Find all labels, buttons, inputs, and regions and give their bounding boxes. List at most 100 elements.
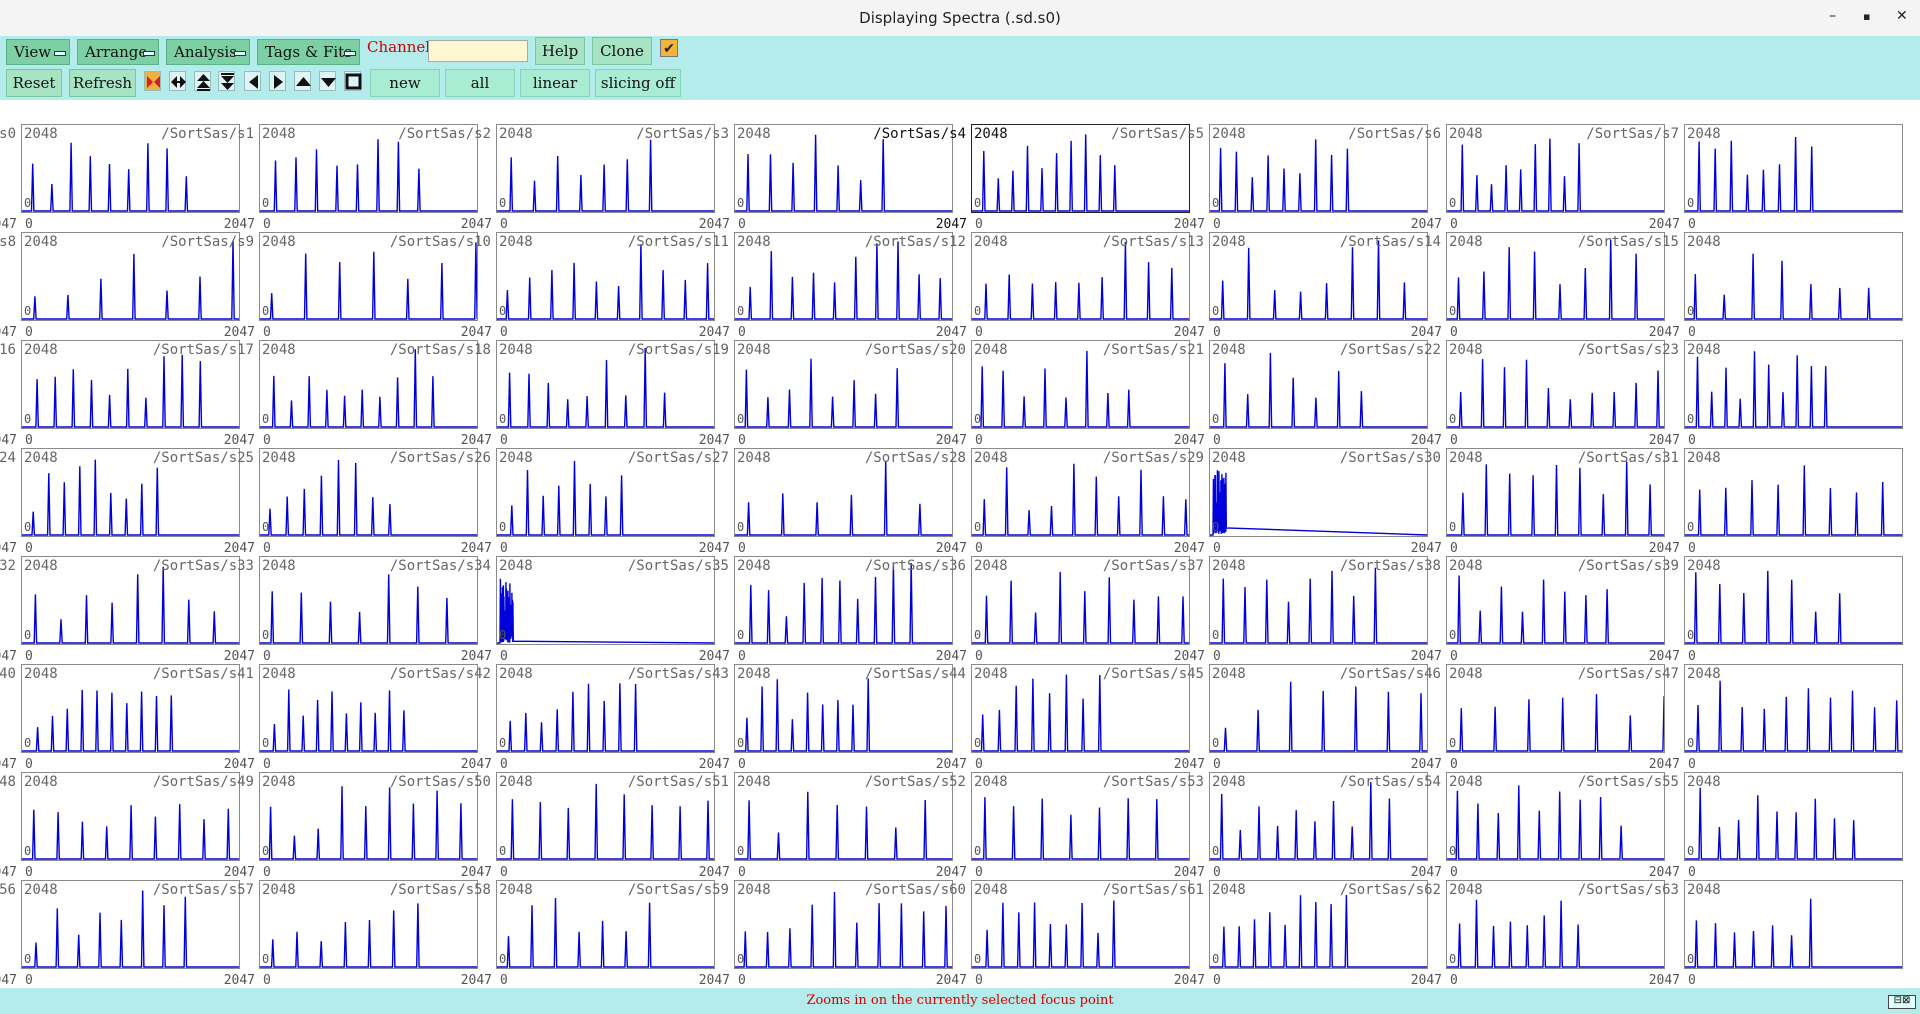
spectrum-counts: 2048 [499,774,533,790]
scroll-left-icon[interactable] [244,71,261,91]
spectrum-frame[interactable] [1684,124,1903,213]
spectrum-frame[interactable] [1209,340,1428,429]
spectrum-frame[interactable] [1209,124,1428,213]
spectrum-frame[interactable] [734,340,953,429]
spectrum-line [260,242,477,320]
spectrum-frame[interactable] [1209,664,1428,753]
spectrum-frame[interactable] [1446,556,1665,645]
scroll-up-icon[interactable] [294,71,311,91]
spectrum-counts: 2048 [1687,234,1721,250]
spectrum-frame[interactable] [21,124,240,213]
spectrum-frame[interactable] [1209,772,1428,861]
y-axis-min: 0 [737,844,745,858]
scroll-right-icon[interactable] [269,71,286,91]
spectrum-frame[interactable] [496,232,715,321]
refresh-button[interactable]: Refresh [69,69,136,97]
x-axis-min: 0 [263,433,271,448]
spectrum-frame[interactable] [1684,880,1903,969]
spectrum-frame[interactable] [1209,448,1428,537]
spectrum-counts: 2048 [499,234,533,250]
spectrum-frame[interactable] [21,340,240,429]
spectrum-frame[interactable] [1209,232,1428,321]
spectrum-frame[interactable] [734,556,953,645]
expand-vertical-up-icon[interactable] [194,71,211,91]
spectrum-counts: 2048 [1449,774,1483,790]
spectrum-frame[interactable] [259,664,478,753]
spectrum-trace [972,797,1189,860]
spectrum-name: /SortSas/s23 [1577,342,1679,358]
new-button[interactable]: new [370,69,440,97]
spectrum-frame[interactable] [971,232,1190,321]
spectrum-frame[interactable] [971,340,1190,429]
spectrum-frame[interactable] [21,664,240,753]
close-button[interactable]: ✕ [1896,8,1908,24]
spectrum-frame[interactable] [734,772,953,861]
spectrum-trace [1210,681,1427,752]
x-axis-max: 2047 [460,649,492,664]
minimize-button[interactable]: – [1829,8,1836,24]
spectrum-frame[interactable] [1684,448,1903,537]
maximize-button[interactable]: ▪ [1863,10,1871,23]
spectrum-frame[interactable] [21,448,240,537]
spectrum-frame[interactable] [971,664,1190,753]
expand-horizontal-icon[interactable] [169,71,186,91]
x-axis-max: 2047 [223,973,255,988]
x-axis-max: 2047 [460,541,492,556]
spectrum-frame[interactable] [21,556,240,645]
scroll-down-icon[interactable] [319,71,336,91]
y-axis-min: 0 [1212,736,1220,750]
spectrum-name: /SortSas/s57 [152,882,254,898]
spectrum-line [1210,352,1427,428]
spectrum-line [972,900,1189,968]
tags-fits-menu[interactable]: Tags & Fits [257,39,360,65]
spectrum-frame[interactable] [1446,772,1665,861]
arrange-menu[interactable]: Arrange [77,39,159,65]
x-axis-min: 0 [975,325,983,340]
spectrum-frame[interactable] [1446,124,1665,213]
spectrum-frame[interactable] [1684,232,1903,321]
clone-button[interactable]: Clone [592,37,652,65]
window-control-icon[interactable]: ⊟⊠ [1888,995,1916,1009]
x-axis-min: 0 [975,433,983,448]
spectrum-frame[interactable] [1446,340,1665,429]
spectrum-frame[interactable] [1446,664,1665,753]
spectrum-frame[interactable] [259,340,478,429]
reset-button[interactable]: Reset [6,69,62,97]
y-axis-min: 0 [1687,412,1695,426]
y-axis-min: 0 [24,952,32,966]
spectrum-frame[interactable] [259,880,478,969]
spectrum-frame[interactable] [971,124,1190,213]
expand-vertical-down-icon[interactable] [218,71,235,91]
spectrum-frame[interactable] [1446,880,1665,969]
spectrum-trace [735,460,952,536]
linear-button[interactable]: linear [520,69,590,97]
spectrum-line [497,244,714,320]
spectrum-frame[interactable] [259,448,478,537]
all-button[interactable]: all [445,69,515,97]
enable-checkbox[interactable]: ✔ [660,39,678,57]
channel-input[interactable] [428,40,528,62]
spectrum-frame[interactable] [734,880,953,969]
full-view-icon[interactable] [344,71,362,91]
spectrum-frame[interactable] [496,556,715,645]
spectrum-frame[interactable] [1209,880,1428,969]
x-axis-max: 2047 [698,217,730,232]
y-axis-min: 0 [1687,844,1695,858]
spectrum-frame[interactable] [971,556,1190,645]
spectrum-name: /SortSas/s18 [389,342,491,358]
analysis-menu[interactable]: Analysis [166,39,250,65]
spectrum-frame[interactable] [971,772,1190,861]
spectrum-frame[interactable] [1684,340,1903,429]
y-axis-min: 0 [974,304,982,318]
zoom-focus-icon[interactable] [144,71,161,91]
spectrum-frame[interactable] [259,556,478,645]
y-axis-min: 0 [499,952,507,966]
view-menu[interactable]: View [6,39,70,65]
slicing-toggle-button[interactable]: slicing off [595,69,681,97]
spectrum-frame[interactable] [734,448,953,537]
help-button[interactable]: Help [535,37,585,65]
spectrum-line [497,683,714,752]
spectrum-line [972,571,1189,644]
spectrum-frame[interactable] [734,664,953,753]
spectrum-frame[interactable] [21,232,240,321]
